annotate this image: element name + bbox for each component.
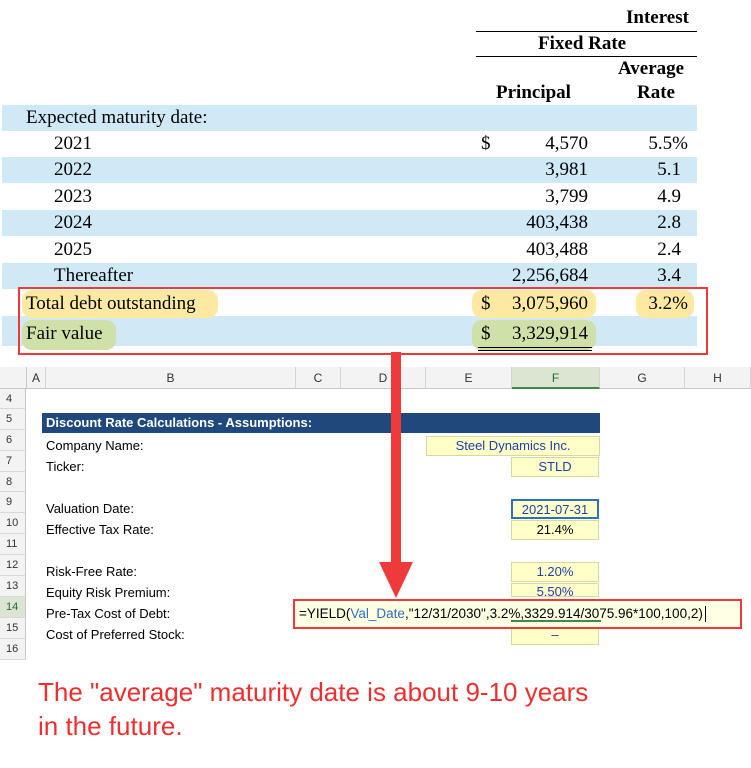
row-year: Thereafter xyxy=(54,265,134,286)
row-rate: 2.8 xyxy=(657,212,681,233)
column-header-h[interactable]: H xyxy=(685,367,751,389)
row-year: 2024 xyxy=(54,212,92,233)
company-name-cell[interactable]: Steel Dynamics Inc. xyxy=(426,436,600,456)
row-rate: 2.4 xyxy=(657,239,681,260)
cost-of-preferred-stock-label: Cost of Preferred Stock: xyxy=(46,627,185,642)
text-cursor xyxy=(704,606,706,623)
column-header-g[interactable]: G xyxy=(600,367,685,389)
row-rate: 4.9 xyxy=(657,186,681,207)
annotation-line-2: in the future. xyxy=(38,711,183,741)
section-label: Expected maturity date: xyxy=(26,107,208,128)
valuation-date-cell[interactable]: 2021-07-31 xyxy=(511,499,599,519)
band-2022 xyxy=(2,157,697,183)
header-rule-top xyxy=(476,31,697,32)
header-interest: Interest xyxy=(626,7,689,28)
row-rate: 5.1 xyxy=(657,159,681,180)
row-header-16[interactable]: 16 xyxy=(0,639,26,660)
header-rate: Rate xyxy=(637,82,675,103)
row-header-10[interactable]: 10 xyxy=(0,513,26,534)
header-fixed-rate: Fixed Rate xyxy=(538,33,627,54)
ticker-label: Ticker: xyxy=(46,459,85,474)
equity-risk-premium-label: Equity Risk Premium: xyxy=(46,585,171,600)
row-header-7[interactable]: 7 xyxy=(0,451,26,472)
company-name-label: Company Name: xyxy=(46,438,144,453)
row-year: 2025 xyxy=(54,239,92,260)
fair-value-label: Fair value xyxy=(26,323,103,344)
risk-free-rate-label: Risk-Free Rate: xyxy=(46,564,138,579)
row-principal: 2,256,684 xyxy=(512,265,588,286)
row-header-8[interactable]: 8 xyxy=(0,472,26,492)
equity-risk-premium-cell[interactable]: 5.50% xyxy=(511,583,599,597)
row-principal: 3,981 xyxy=(545,159,588,180)
row-principal: 3,799 xyxy=(545,186,588,207)
total-rate: 3.2% xyxy=(648,293,688,314)
column-header-e[interactable]: E xyxy=(426,367,512,389)
band-section xyxy=(2,105,697,131)
effective-tax-rate-cell[interactable]: 21.4% xyxy=(511,520,599,540)
formula-rate-arg: 3.2% xyxy=(489,606,521,621)
column-header-d[interactable]: D xyxy=(341,367,426,389)
row-header-9[interactable]: 9 xyxy=(0,492,26,513)
fair-value-principal-highlight xyxy=(472,320,596,350)
row-header-13[interactable]: 13 xyxy=(0,576,26,597)
fair-value-label-highlight xyxy=(22,320,116,350)
formula-args: ,"12/31/2030", xyxy=(404,606,490,621)
assumptions-title: Discount Rate Calculations - Assumptions… xyxy=(46,415,313,430)
fair-value-double-underline-2 xyxy=(478,350,592,351)
row-rate: 3.4 xyxy=(657,265,681,286)
total-rate-highlight xyxy=(636,290,694,318)
pre-tax-cost-of-debt-label: Pre-Tax Cost of Debt: xyxy=(46,606,171,621)
formula-prefix: =YIELD( xyxy=(299,606,351,621)
fair-value-double-underline-1 xyxy=(478,347,592,348)
formula-price-arg: 3329.914/3075.96*100 xyxy=(524,606,661,621)
fair-value-principal: 3,329,914 xyxy=(512,323,588,344)
band-thereafter xyxy=(2,263,697,289)
row-header-11[interactable]: 11 xyxy=(0,534,26,555)
row-header-15[interactable]: 15 xyxy=(0,618,26,639)
column-header-a[interactable]: A xyxy=(27,367,46,389)
header-principal: Principal xyxy=(496,82,571,103)
row-year: 2023 xyxy=(54,186,92,207)
band-2024 xyxy=(2,210,697,236)
total-principal-highlight xyxy=(472,290,596,318)
row-principal: 403,488 xyxy=(526,239,588,260)
total-label-highlight xyxy=(22,290,218,318)
ticker-cell[interactable]: STLD xyxy=(511,457,599,477)
row-header-12[interactable]: 12 xyxy=(0,555,26,576)
active-cell-border xyxy=(511,620,601,622)
row-year: 2022 xyxy=(54,159,92,180)
row-header-4[interactable]: 4 xyxy=(0,389,26,409)
row-header-6[interactable]: 6 xyxy=(0,430,26,451)
select-all-corner[interactable] xyxy=(0,367,27,389)
column-header-b[interactable]: B xyxy=(46,367,296,389)
total-principal: 3,075,960 xyxy=(512,293,588,314)
formula-named-range: Val_Date xyxy=(350,606,405,621)
highlight-box xyxy=(18,287,708,355)
annotation-line-1: The "average" maturity date is about 9-1… xyxy=(38,677,589,707)
header-average: Average xyxy=(618,58,685,79)
effective-tax-rate-label: Effective Tax Rate: xyxy=(46,522,154,537)
header-rule-mid xyxy=(476,56,697,57)
fair-value-currency: $ xyxy=(481,323,491,344)
row-principal: 403,438 xyxy=(526,212,588,233)
row-header-14[interactable]: 14 xyxy=(0,597,26,618)
row-header-5[interactable]: 5 xyxy=(0,409,26,430)
total-label: Total debt outstanding xyxy=(26,293,196,314)
annotation-text: The "average" maturity date is about 9-1… xyxy=(38,675,588,743)
row-currency: $ xyxy=(481,133,491,154)
row-rate: 5.5% xyxy=(648,133,688,154)
assumptions-header-bar xyxy=(42,413,600,433)
row-principal: 4,570 xyxy=(545,133,588,154)
formula-edit-cell[interactable]: =YIELD(Val_Date,"12/31/2030",3.2%,3329.9… xyxy=(293,599,742,629)
down-arrow-icon xyxy=(379,352,413,598)
risk-free-rate-cell[interactable]: 1.20% xyxy=(511,562,599,582)
formula-suffix: ,100,2) xyxy=(660,606,703,621)
valuation-date-label: Valuation Date: xyxy=(46,501,134,516)
total-currency: $ xyxy=(481,293,491,314)
column-header-f[interactable]: F xyxy=(512,367,600,389)
formula-separator: , xyxy=(520,606,525,621)
row-year: 2021 xyxy=(54,133,92,154)
column-header-c[interactable]: C xyxy=(296,367,341,389)
